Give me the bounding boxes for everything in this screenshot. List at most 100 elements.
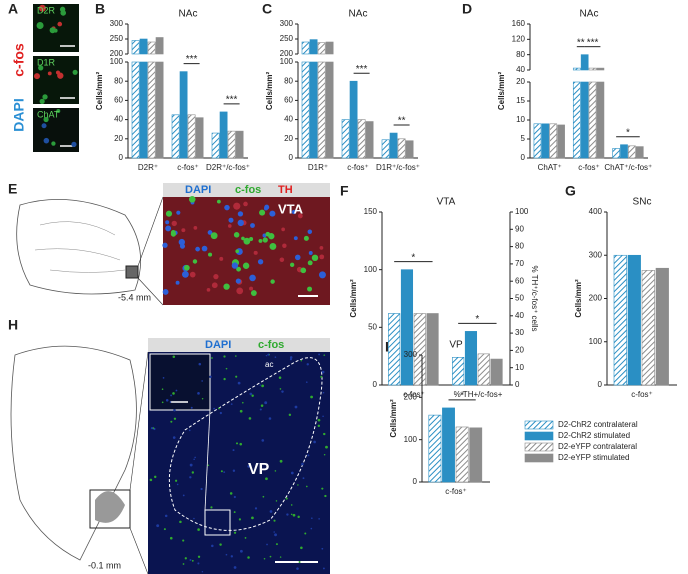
cell [193,226,198,230]
cell [253,250,258,255]
cell [38,65,44,71]
cell [51,141,56,146]
cell [282,243,287,248]
cell [189,271,196,278]
y-axis-label: Cells/mm² [349,279,358,318]
cell [289,358,292,361]
micrograph [33,56,79,104]
cell [197,391,200,395]
cell [279,459,283,463]
bar [219,111,228,159]
cell [47,71,52,76]
cell [49,27,56,34]
zoom-line [137,196,164,267]
y-axis-label: Cells/mm² [389,399,398,438]
cell [71,141,77,148]
bar-base [588,81,597,159]
stain-label: DAPI [185,184,211,196]
cell [262,237,268,243]
stain-label: DAPI [205,339,231,351]
stain-label: c-fos [258,339,284,351]
panel-letter: I [385,339,389,355]
cell [242,401,244,404]
y-tick-label: 300 [110,19,124,28]
stain-label: c-fos [235,184,261,196]
y2-tick-label: 0 [515,380,520,389]
cell [194,456,196,459]
x-tick-label: D1R⁺/c-fos⁺ [376,163,420,172]
cell [300,360,302,362]
bar-base [131,61,140,159]
y-tick-label: 100 [404,435,418,444]
panel-letter: F [340,183,349,199]
bar [655,267,669,386]
cell [313,440,316,444]
cell [323,354,326,356]
cell [323,432,326,436]
cell [235,278,241,284]
cell [219,411,222,415]
cell [209,375,212,379]
bar-base [325,61,334,159]
y-tick-label: 20 [516,77,525,86]
y-tick-label: 200 [589,294,603,303]
y-tick-label: 100 [110,57,124,66]
cell [317,424,321,428]
bar [541,123,550,159]
x-tick-label: % TH+/c-fos+ [454,390,503,399]
y-tick-label: 0 [373,380,378,389]
x-tick-label: c-fos⁺ [631,390,653,399]
bar [357,119,366,159]
y-tick-label: 120 [512,34,526,43]
legend-swatch [524,442,554,452]
cell [56,108,61,113]
cell [269,210,276,217]
y2-tick-label: 70 [515,259,524,268]
cell [233,202,241,210]
significance-label: * [460,391,464,402]
y-tick-label: 50 [368,322,377,331]
chart-title: NAc [349,9,368,20]
cell [39,98,45,104]
cell [173,417,177,420]
y-tick-label: 20 [114,134,123,143]
cell [213,407,216,410]
cell [165,220,170,225]
cell [237,219,244,227]
cell [229,492,233,495]
cell [237,211,244,217]
cell [318,518,320,520]
cell [262,233,267,238]
chart-title: NAc [580,9,599,20]
cell [319,254,325,260]
bar-base [147,61,156,159]
cell [201,380,203,382]
x-tick-label: c-fos⁺ [445,487,467,496]
y-tick-label: 0 [598,380,603,389]
cell [239,442,243,446]
region-outline [168,357,323,531]
cell [72,69,78,75]
y-tick-label: 0 [119,153,124,162]
bar-base [155,61,164,159]
y-tick-label: 80 [114,76,123,85]
cell [189,476,192,479]
cell [319,246,324,250]
cell [234,355,237,357]
legend-label: D2-eYFP stimulated [558,453,629,462]
cell [232,449,235,452]
cell [233,511,236,513]
cell [219,256,224,261]
cell [250,223,255,228]
cell [184,557,187,560]
significance-label: ** [398,116,406,127]
cell [211,357,213,359]
y-tick-label: 40 [284,115,293,124]
y-tick-label: 250 [280,34,294,43]
cell [210,506,213,509]
cell [170,420,173,423]
y-tick-label: 40 [114,115,123,124]
bar-base [596,81,605,159]
y-tick-label: 40 [516,65,525,74]
cell [281,227,286,232]
